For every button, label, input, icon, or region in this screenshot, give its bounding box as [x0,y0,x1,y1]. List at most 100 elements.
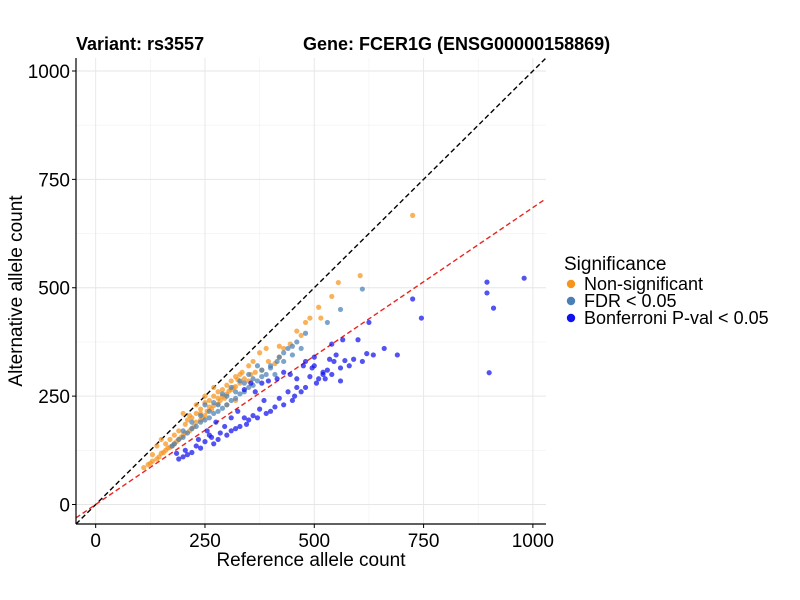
point-fdr-0-05 [302,330,309,336]
point-non-significant [281,345,287,352]
point-bonferroni-p-val-0-05 [217,430,223,436]
point-fdr-0-05 [246,384,252,391]
point-fdr-0-05 [224,393,230,399]
x-axis-ticks: 0 250 500 750 1000 [90,524,554,552]
legend-title: Significance [564,254,666,275]
point-fdr-0-05 [250,376,256,382]
point-fdr-0-05 [276,354,282,360]
point-fdr-0-05 [198,413,204,419]
point-non-significant [329,293,335,300]
x-tick-label: 0 [90,531,101,552]
point-non-significant [250,358,256,365]
point-non-significant [187,413,193,419]
point-bonferroni-p-val-0-05 [302,384,309,391]
point-bonferroni-p-val-0-05 [337,365,344,371]
point-fdr-0-05 [202,402,208,408]
point-fdr-0-05 [237,391,243,397]
point-bonferroni-p-val-0-05 [215,436,221,443]
point-bonferroni-p-val-0-05 [340,337,346,343]
point-fdr-0-05 [219,405,226,411]
point-bonferroni-p-val-0-05 [232,426,239,432]
point-bonferroni-p-val-0-05 [285,389,291,395]
point-bonferroni-p-val-0-05 [316,376,322,382]
reference-line-expected-ratio [76,198,546,519]
point-non-significant [193,410,199,417]
point-non-significant [335,279,341,286]
point-bonferroni-p-val-0-05 [359,358,365,365]
point-fdr-0-05 [359,286,365,292]
data-points [141,212,527,471]
point-bonferroni-p-val-0-05 [182,447,188,453]
point-non-significant [149,452,156,458]
point-fdr-0-05 [193,423,199,430]
point-non-significant [410,212,416,218]
point-fdr-0-05 [211,410,217,417]
point-bonferroni-p-val-0-05 [180,454,186,460]
point-non-significant [302,319,309,326]
y-tick-label: 750 [38,170,70,191]
point-bonferroni-p-val-0-05 [276,395,282,401]
point-bonferroni-p-val-0-05 [265,378,271,384]
point-fdr-0-05 [232,395,239,401]
legend-key-non-significant [566,279,576,289]
grid [76,58,546,524]
point-bonferroni-p-val-0-05 [206,432,212,438]
point-fdr-0-05 [281,350,287,356]
legend-label-bonferroni: Bonferroni P-val < 0.05 [584,308,769,328]
point-bonferroni-p-val-0-05 [211,441,217,447]
point-non-significant [307,315,313,321]
point-non-significant [219,387,226,393]
point-non-significant [154,443,160,449]
point-fdr-0-05 [272,371,278,378]
point-fdr-0-05 [219,391,226,397]
point-non-significant [237,371,243,378]
point-fdr-0-05 [237,378,243,384]
point-fdr-0-05 [202,417,208,423]
point-bonferroni-p-val-0-05 [329,371,335,378]
point-non-significant [193,402,199,408]
title-variant: Variant: rs3557 [76,34,204,54]
point-fdr-0-05 [184,430,191,436]
point-bonferroni-p-val-0-05 [300,363,306,369]
point-non-significant [145,462,151,468]
y-axis-ticks: 0 250 500 750 1000 [28,62,76,516]
point-bonferroni-p-val-0-05 [346,363,352,369]
point-fdr-0-05 [215,402,221,408]
point-bonferroni-p-val-0-05 [237,423,243,430]
point-non-significant [202,393,208,399]
point-fdr-0-05 [263,371,269,378]
point-bonferroni-p-val-0-05 [193,443,199,449]
point-bonferroni-p-val-0-05 [189,449,195,456]
point-bonferroni-p-val-0-05 [281,369,287,375]
point-fdr-0-05 [285,345,291,352]
point-bonferroni-p-val-0-05 [418,315,424,321]
point-bonferroni-p-val-0-05 [521,275,527,281]
reference-lines [76,58,546,524]
point-bonferroni-p-val-0-05 [267,408,274,414]
point-bonferroni-p-val-0-05 [250,413,256,419]
point-bonferroni-p-val-0-05 [281,402,287,408]
point-non-significant [180,410,186,417]
point-bonferroni-p-val-0-05 [241,415,247,421]
point-fdr-0-05 [294,339,300,345]
point-non-significant [224,382,230,388]
point-bonferroni-p-val-0-05 [228,428,234,434]
point-non-significant [257,350,263,356]
legend-label-non-significant: Non-significant [584,274,703,294]
point-fdr-0-05 [189,419,195,425]
point-bonferroni-p-val-0-05 [176,456,182,462]
point-fdr-0-05 [224,402,230,408]
point-bonferroni-p-val-0-05 [272,404,278,410]
point-bonferroni-p-val-0-05 [263,410,269,417]
point-fdr-0-05 [289,343,296,349]
point-bonferroni-p-val-0-05 [198,445,204,451]
point-non-significant [167,436,173,443]
point-non-significant [154,456,160,462]
reference-line-identity [76,58,546,524]
point-fdr-0-05 [324,319,330,326]
y-tick-label: 500 [38,279,70,300]
point-fdr-0-05 [180,434,186,440]
point-bonferroni-p-val-0-05 [366,319,372,326]
point-non-significant [141,465,147,471]
point-bonferroni-p-val-0-05 [381,345,387,352]
